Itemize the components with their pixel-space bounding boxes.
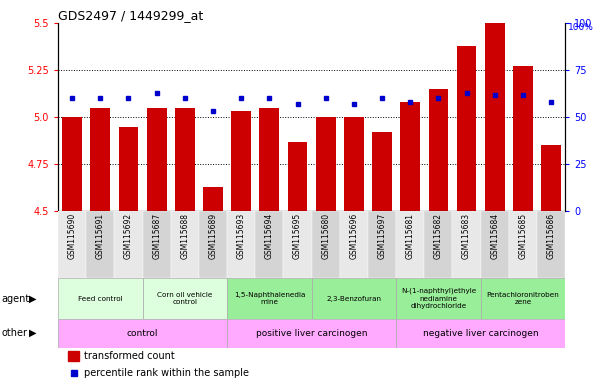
Text: GSM115683: GSM115683 [462,213,471,259]
Text: ▶: ▶ [29,293,37,304]
Bar [481,211,509,278]
Text: percentile rank within the sample: percentile rank within the sample [84,368,249,378]
Text: GSM115693: GSM115693 [236,213,246,260]
Bar [284,211,312,278]
Text: 100%: 100% [568,23,594,32]
Text: GDS2497 / 1449299_at: GDS2497 / 1449299_at [58,9,203,22]
Bar [513,66,533,211]
Text: 2,3-Benzofuran: 2,3-Benzofuran [326,296,381,301]
Bar [424,211,453,278]
Text: GSM115688: GSM115688 [180,213,189,259]
Text: GSM115691: GSM115691 [96,213,105,259]
Bar [232,111,251,211]
Bar [227,211,255,278]
Bar [481,278,565,319]
Bar [485,23,505,211]
Bar [537,211,565,278]
Bar [372,132,392,211]
Bar [142,278,227,319]
Text: 1,5-Naphthalenedia
mine: 1,5-Naphthalenedia mine [233,292,305,305]
Bar [312,211,340,278]
Bar [86,211,114,278]
Bar [340,211,368,278]
Bar [142,211,170,278]
Text: N-(1-naphthyl)ethyle
nediamine
dihydrochloride: N-(1-naphthyl)ethyle nediamine dihydroch… [401,288,476,309]
Bar [58,278,142,319]
Text: GSM115685: GSM115685 [518,213,527,259]
Bar [199,211,227,278]
Bar [396,211,424,278]
Text: Pentachloronitroben
zene: Pentachloronitroben zene [486,292,559,305]
Text: Feed control: Feed control [78,296,123,301]
Bar [119,127,138,211]
Text: GSM115684: GSM115684 [490,213,499,259]
Text: negative liver carcinogen: negative liver carcinogen [423,329,538,338]
Text: agent: agent [1,293,29,304]
Text: ▶: ▶ [29,328,37,338]
Bar [227,278,312,319]
Bar [509,211,537,278]
Bar [170,211,199,278]
Text: GSM115680: GSM115680 [321,213,330,259]
Text: GSM115696: GSM115696 [349,213,359,260]
Text: other: other [1,328,27,338]
Bar [344,117,364,211]
Bar [396,278,481,319]
Bar [396,319,565,348]
Bar [58,211,86,278]
Text: Corn oil vehicle
control: Corn oil vehicle control [157,292,213,305]
Bar [175,108,195,211]
Bar [90,108,110,211]
Bar [456,46,477,211]
Bar [260,108,279,211]
Bar [541,146,561,211]
Text: GSM115689: GSM115689 [208,213,218,259]
Bar [58,319,227,348]
Bar [255,211,284,278]
Text: GSM115682: GSM115682 [434,213,443,259]
Bar [288,142,307,211]
Bar [227,319,396,348]
Bar [203,187,223,211]
Bar [428,89,448,211]
Text: GSM115692: GSM115692 [124,213,133,259]
Text: GSM115695: GSM115695 [293,213,302,260]
Text: control: control [127,329,158,338]
Text: transformed count: transformed count [84,351,175,361]
Bar [114,211,142,278]
Text: GSM115687: GSM115687 [152,213,161,259]
Bar [400,102,420,211]
Text: GSM115694: GSM115694 [265,213,274,260]
Bar [368,211,396,278]
Bar [453,211,481,278]
Bar [316,117,335,211]
Text: positive liver carcinogen: positive liver carcinogen [256,329,367,338]
Text: GSM115686: GSM115686 [547,213,555,259]
Text: GSM115690: GSM115690 [68,213,76,260]
Text: GSM115697: GSM115697 [378,213,387,260]
Bar [68,351,79,361]
Text: GSM115681: GSM115681 [406,213,415,259]
Bar [62,117,82,211]
Bar [312,278,396,319]
Bar [147,108,167,211]
